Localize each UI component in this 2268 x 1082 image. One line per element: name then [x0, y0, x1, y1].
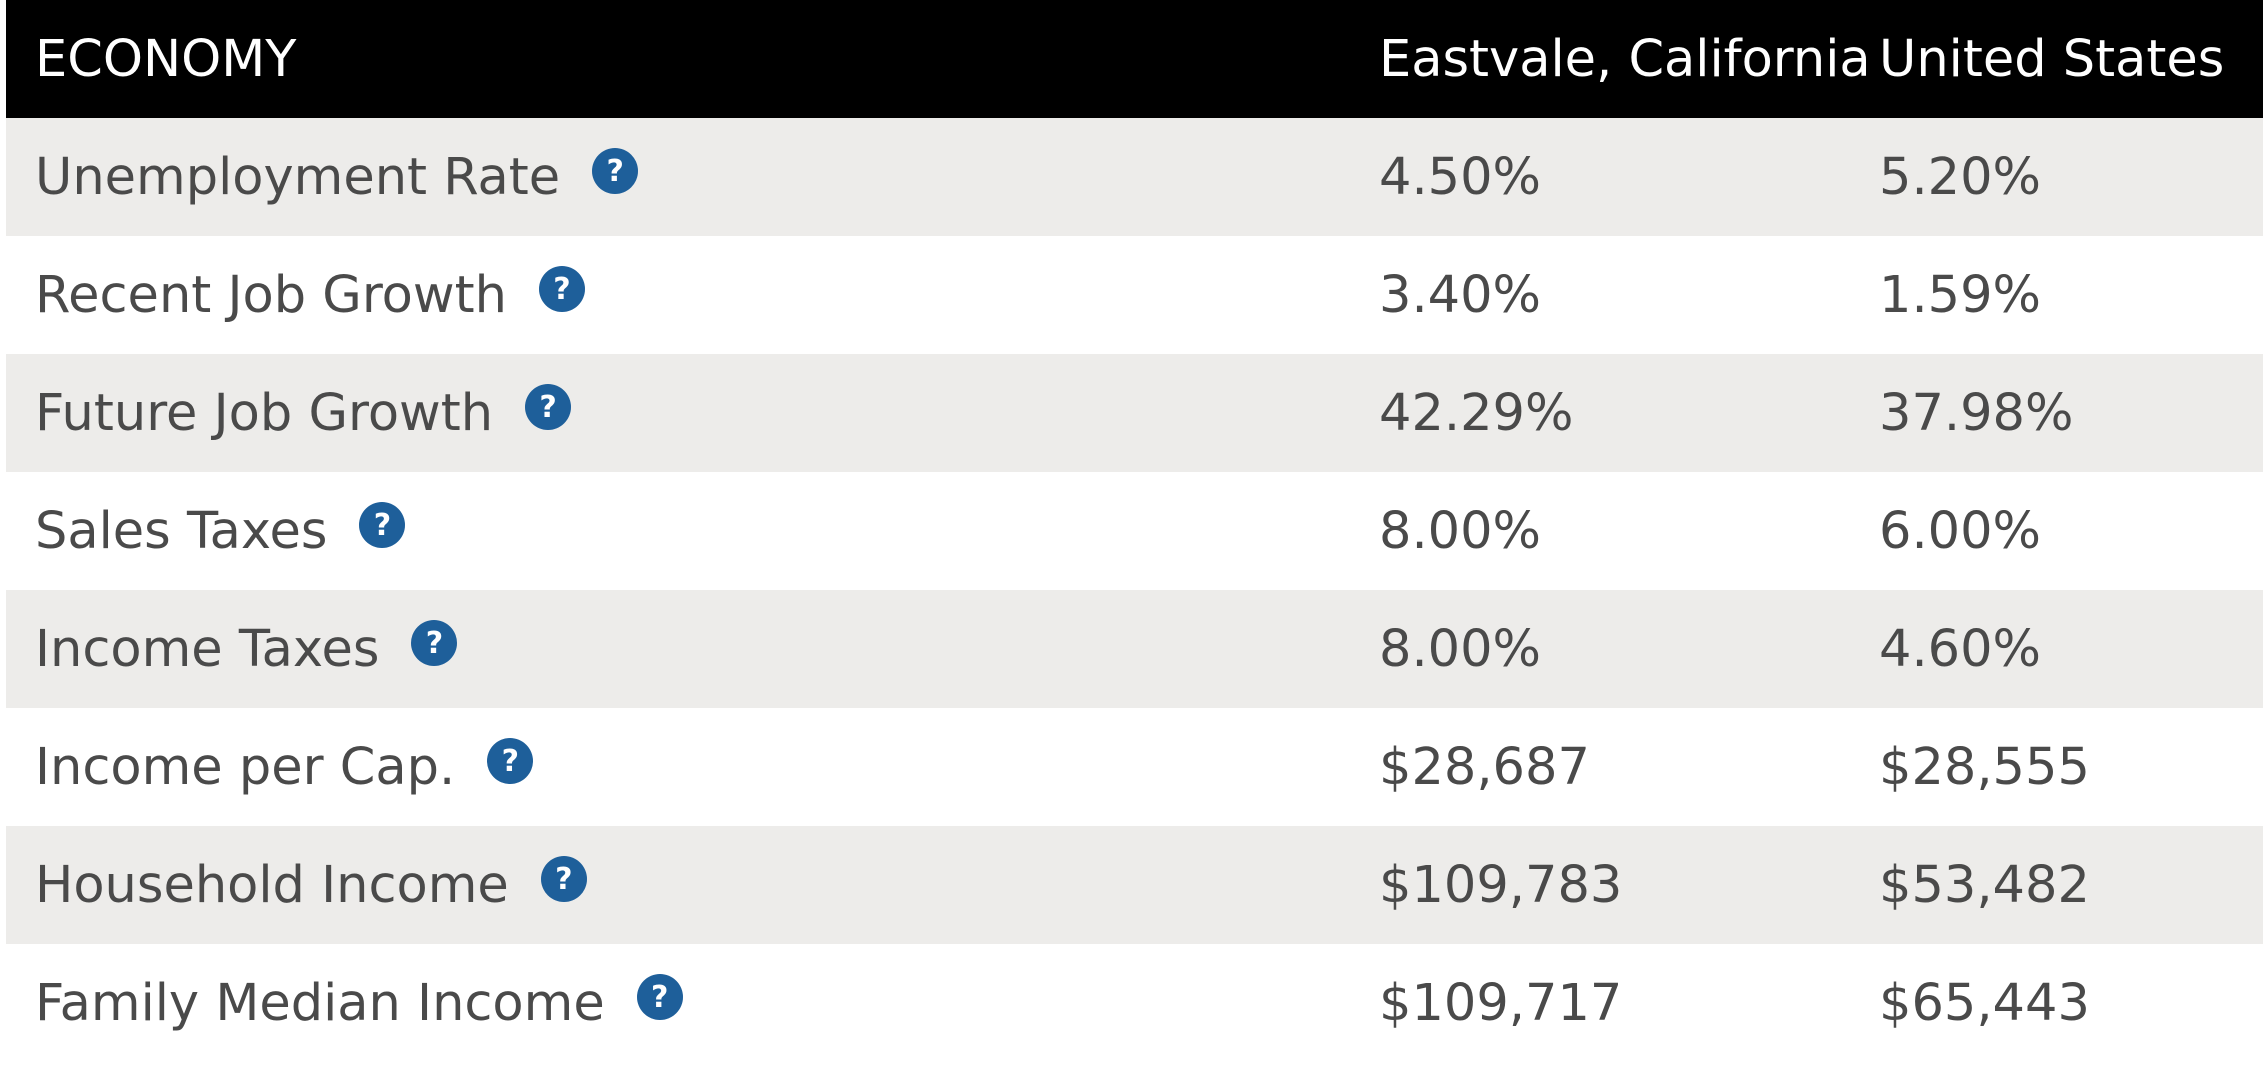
- help-icon[interactable]: ?: [411, 620, 458, 666]
- row-national-value: 5.20%: [1879, 147, 2042, 207]
- header-title: ECONOMY: [35, 29, 297, 89]
- table-row: Household Income ? $109,783 $53,482: [6, 826, 2263, 944]
- economy-table: ECONOMY Eastvale, California United Stat…: [6, 0, 2263, 1062]
- table-row: Sales Taxes ? 8.00% 6.00%: [6, 472, 2263, 590]
- row-national-value: $28,555: [1879, 737, 2090, 797]
- row-label: Family Median Income: [35, 973, 605, 1033]
- row-local-value: 42.29%: [1379, 383, 1574, 443]
- row-national-value: $53,482: [1879, 855, 2090, 915]
- help-icon[interactable]: ?: [538, 266, 585, 312]
- help-icon[interactable]: ?: [540, 856, 587, 902]
- row-national-value: 4.60%: [1879, 619, 2042, 679]
- row-national-value: 37.98%: [1879, 383, 2074, 443]
- row-national-value: 1.59%: [1879, 265, 2042, 325]
- help-icon[interactable]: ?: [525, 384, 572, 430]
- header-col-national: United States: [1879, 29, 2225, 89]
- table-row: Family Median Income ? $109,717 $65,443: [6, 944, 2263, 1062]
- row-label: Sales Taxes: [35, 501, 328, 561]
- row-label: Unemployment Rate: [35, 147, 561, 207]
- row-local-value: $109,717: [1379, 973, 1623, 1033]
- table-row: Future Job Growth ? 42.29% 37.98%: [6, 354, 2263, 472]
- row-local-value: 3.40%: [1379, 265, 1542, 325]
- table-row: Unemployment Rate ? 4.50% 5.20%: [6, 118, 2263, 236]
- row-local-value: $109,783: [1379, 855, 1623, 915]
- table-header: ECONOMY Eastvale, California United Stat…: [6, 0, 2263, 118]
- help-icon[interactable]: ?: [636, 974, 683, 1020]
- row-label: Recent Job Growth: [35, 265, 507, 325]
- row-local-value: 8.00%: [1379, 619, 1542, 679]
- row-national-value: $65,443: [1879, 973, 2090, 1033]
- row-local-value: 8.00%: [1379, 501, 1542, 561]
- help-icon[interactable]: ?: [359, 502, 406, 548]
- row-national-value: 6.00%: [1879, 501, 2042, 561]
- row-label: Future Job Growth: [35, 383, 494, 443]
- row-local-value: $28,687: [1379, 737, 1590, 797]
- row-label: Income per Cap.: [35, 737, 456, 797]
- help-icon[interactable]: ?: [487, 738, 534, 784]
- help-icon[interactable]: ?: [592, 148, 639, 194]
- header-col-local: Eastvale, California: [1379, 29, 1871, 89]
- table-row: Recent Job Growth ? 3.40% 1.59%: [6, 236, 2263, 354]
- table-row: Income Taxes ? 8.00% 4.60%: [6, 590, 2263, 708]
- row-local-value: 4.50%: [1379, 147, 1542, 207]
- table-row: Income per Cap. ? $28,687 $28,555: [6, 708, 2263, 826]
- row-label: Household Income: [35, 855, 509, 915]
- row-label: Income Taxes: [35, 619, 380, 679]
